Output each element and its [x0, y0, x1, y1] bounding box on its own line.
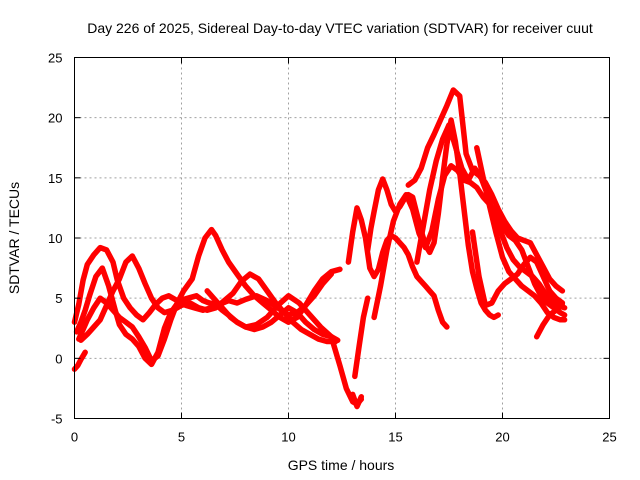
series-trace-5: [78, 253, 339, 345]
series-trace-11: [371, 163, 568, 321]
x-tick-label: 25: [602, 430, 616, 445]
y-tick-label: 25: [48, 51, 62, 66]
series-trace-7: [345, 205, 450, 330]
series-trace-3: [71, 349, 88, 372]
y-tick-label: 5: [55, 291, 62, 306]
data-series: [71, 87, 568, 410]
series-trace-6: [204, 288, 365, 407]
series-trace-10: [364, 117, 501, 321]
y-tick-label: 15: [48, 171, 62, 186]
y-axis-ticks: -5 0 5 10 15 20 25: [48, 51, 610, 427]
series-trace-16: [533, 302, 566, 340]
x-axis-label: GPS time / hours: [288, 457, 395, 473]
x-tick-label: 5: [178, 430, 185, 445]
y-tick-label: 20: [48, 111, 62, 126]
x-tick-label: 15: [388, 430, 402, 445]
chart-title: Day 226 of 2025, Sidereal Day-to-day VTE…: [87, 20, 593, 36]
series-trace-15: [469, 229, 566, 309]
y-axis-label: SDTVAR / TECUs: [6, 182, 22, 294]
x-tick-label: 20: [495, 430, 509, 445]
y-tick-label: -5: [51, 412, 63, 427]
x-tick-label: 0: [71, 430, 78, 445]
series-trace-9: [352, 295, 371, 380]
series-trace-8: [349, 391, 365, 410]
series-trace-4: [76, 226, 343, 364]
x-tick-label: 10: [281, 430, 295, 445]
y-tick-label: 0: [55, 351, 62, 366]
y-tick-label: 10: [48, 231, 62, 246]
x-axis-ticks: 0 5 10 15 20 25: [71, 57, 617, 445]
